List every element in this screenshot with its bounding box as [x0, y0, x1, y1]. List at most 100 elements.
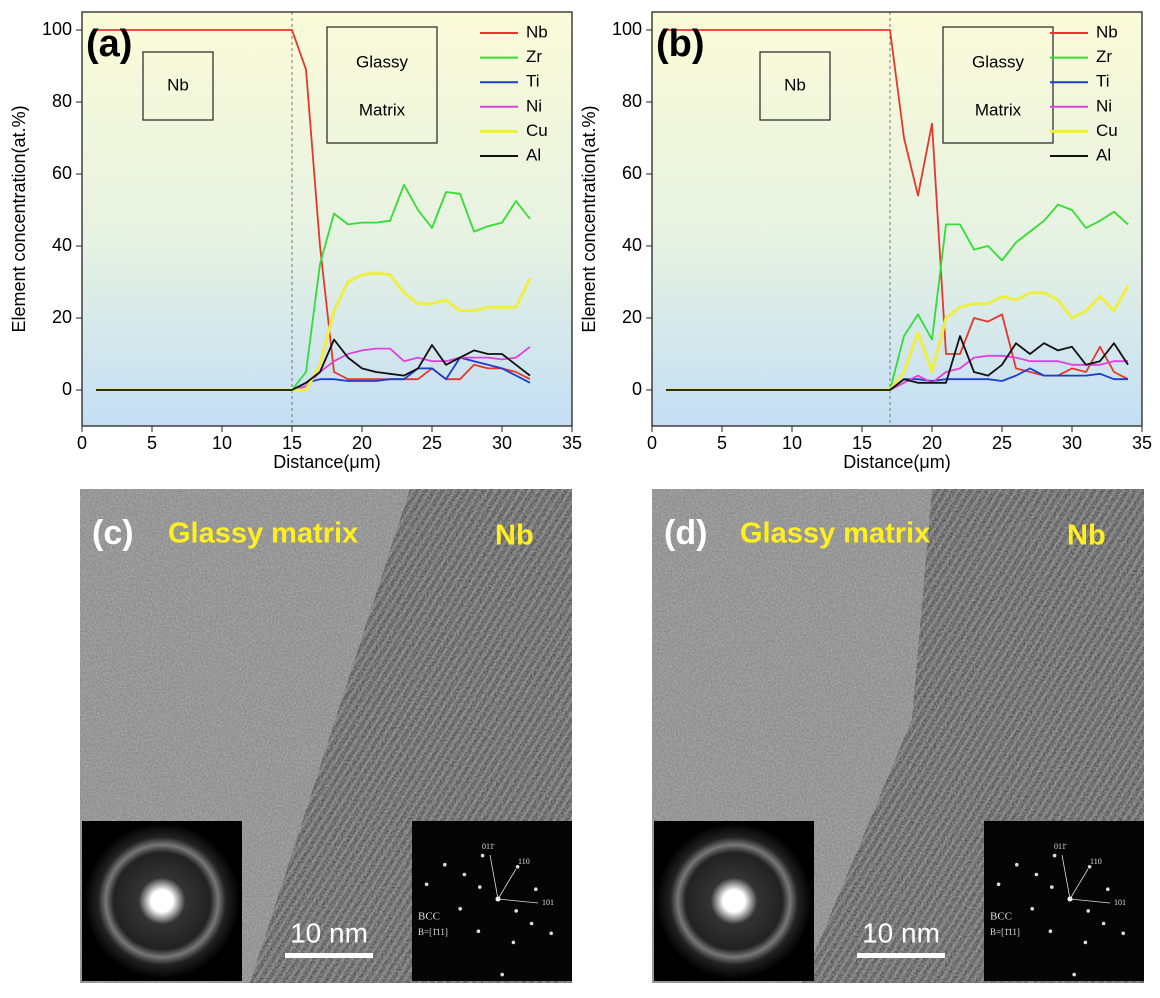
diffraction-spot [1050, 885, 1054, 889]
spot-label: 110 [518, 857, 530, 866]
y-tick-label: 100 [42, 19, 72, 39]
diffraction-spot [996, 882, 1001, 887]
x-tick-label: 5 [147, 433, 157, 453]
x-tick-label: 5 [717, 433, 727, 453]
diffraction-spot [462, 872, 467, 877]
diffraction-spot [476, 929, 481, 933]
diffraction-spot [529, 921, 534, 926]
diffraction-spot [478, 885, 482, 889]
series-line [666, 367, 1128, 391]
series-line [96, 271, 532, 392]
phase-name: BCC [418, 911, 440, 923]
diffraction-spot [514, 909, 518, 913]
diffraction-spot [1034, 872, 1039, 877]
spot-vector [1069, 868, 1089, 900]
phase-name: BCC [990, 911, 1012, 923]
region-box [142, 51, 214, 121]
diffraction-spot [511, 940, 516, 945]
diffraction-spot [1030, 907, 1034, 911]
region-label: Glassy [356, 52, 408, 71]
diffraction-spot [500, 972, 505, 977]
legend-label: Zr [1096, 47, 1112, 66]
legend-label: Ti [526, 72, 540, 91]
y-tick-label: 20 [52, 307, 72, 327]
zone-axis: B=[1̄11] [990, 927, 1020, 937]
phase-label: Nb [495, 520, 534, 552]
y-tick-label: 20 [622, 307, 642, 327]
diffraction-spot [1106, 887, 1110, 891]
y-axis-label: Element concentration(at.%) [9, 105, 29, 332]
spot-vector [489, 854, 499, 900]
spot-vector [497, 868, 517, 900]
x-axis-label: Distance(μm) [273, 452, 380, 472]
legend-label: Al [1096, 145, 1111, 164]
spot-vector [497, 898, 539, 904]
x-tick-label: 15 [852, 433, 872, 453]
spot-vector [1061, 854, 1071, 900]
y-tick-label: 0 [62, 379, 72, 399]
x-axis-label: Distance(μm) [843, 452, 950, 472]
series-line [96, 183, 531, 391]
x-tick-label: 35 [562, 433, 582, 453]
y-tick-label: 80 [52, 91, 72, 111]
legend-label: Zr [526, 47, 542, 66]
panel-label: (a) [86, 23, 132, 65]
region-label: Nb [167, 75, 189, 94]
plot-frame [651, 11, 1143, 427]
diffraction-spot [549, 931, 553, 936]
x-tick-label: 30 [492, 433, 512, 453]
saed-halo [656, 823, 812, 979]
diffraction-spot [1086, 909, 1090, 913]
diffraction-spot [515, 865, 520, 869]
y-axis-label: Element concentration(at.%) [579, 105, 599, 332]
diffraction-spot [458, 907, 463, 911]
region-label: Nb [784, 75, 806, 94]
spot-label: 101 [1114, 898, 1126, 907]
region-label: Matrix [359, 100, 406, 119]
legend-label: Nb [526, 22, 548, 41]
x-tick-label: 20 [352, 433, 372, 453]
series-line [666, 29, 1129, 381]
diffraction-spot [443, 862, 447, 867]
x-tick-label: 25 [992, 433, 1012, 453]
legend-label: Ni [526, 96, 542, 115]
spot-label: 011̄ [482, 842, 496, 851]
y-tick-label: 60 [622, 163, 642, 183]
phase-label: Glassy matrix [740, 518, 930, 550]
diffraction-spot [1048, 929, 1053, 933]
saed-halo [84, 823, 240, 979]
x-tick-label: 35 [1132, 433, 1152, 453]
series-line [666, 284, 1130, 392]
x-tick-label: 0 [77, 433, 87, 453]
panel-label: (c) [92, 514, 134, 552]
diffraction-spot [534, 887, 538, 891]
spot-label: 101 [542, 898, 554, 907]
panel-label: (b) [656, 23, 705, 65]
plot-frame [81, 11, 573, 427]
diffraction-spot [1072, 972, 1076, 977]
legend-label: Al [526, 145, 541, 164]
diffraction-spot [1015, 862, 1019, 867]
x-tick-label: 10 [212, 433, 232, 453]
x-tick-label: 20 [922, 433, 942, 453]
series-line [666, 203, 1129, 391]
spot-label: 011̄ [1054, 842, 1068, 851]
y-tick-label: 40 [622, 235, 642, 255]
region-label: Glassy [972, 52, 1024, 71]
x-tick-label: 15 [282, 433, 302, 453]
diffraction-spot [1052, 853, 1057, 858]
saed-inset [412, 821, 572, 981]
region-box [942, 26, 1054, 144]
spot-label: 110 [1090, 857, 1102, 866]
scale-bar-label: 10 nm [290, 917, 368, 948]
series-line [96, 338, 531, 391]
y-tick-label: 100 [612, 19, 642, 39]
x-tick-label: 30 [1062, 433, 1082, 453]
diffraction-spot [480, 853, 485, 858]
diffraction-spot [1087, 865, 1092, 869]
x-tick-label: 25 [422, 433, 442, 453]
legend-label: Nb [1096, 22, 1118, 41]
legend-label: Ni [1096, 96, 1112, 115]
spot-vector [1069, 898, 1111, 904]
